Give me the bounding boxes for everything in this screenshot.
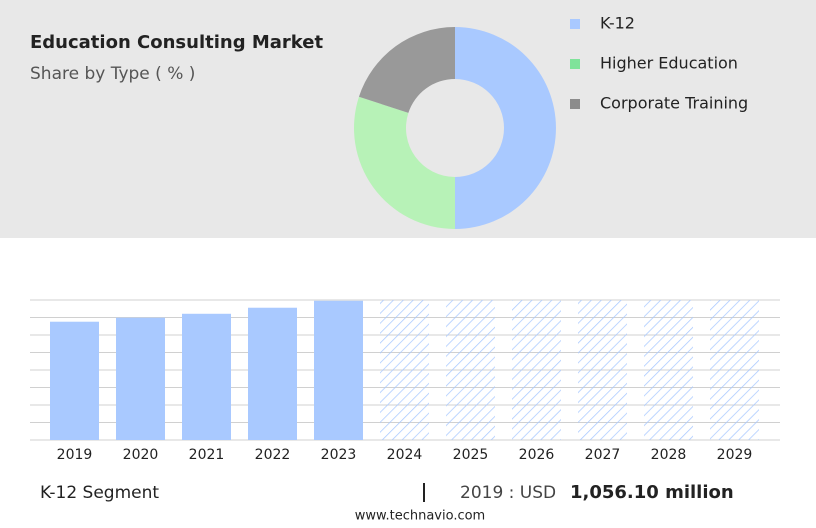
chart-subtitle: Share by Type ( % ) <box>30 64 195 84</box>
x-tick-label: 2024 <box>387 447 423 463</box>
bar <box>50 321 99 440</box>
bar <box>248 307 297 440</box>
pie-segment <box>353 96 455 230</box>
x-tick-label: 2023 <box>321 447 357 463</box>
x-tick-label: 2028 <box>651 447 687 463</box>
legend-label: Corporate Training <box>600 94 748 113</box>
x-tick-label: 2019 <box>57 447 93 463</box>
pie-segment <box>455 27 556 229</box>
forecast-placeholder <box>446 300 495 440</box>
legend-label: Higher Education <box>600 54 738 73</box>
x-tick-label: 2026 <box>519 447 555 463</box>
legend-marker <box>570 19 580 29</box>
chart-title: Education Consulting Market <box>30 32 323 53</box>
legend-marker <box>570 99 580 109</box>
bar <box>116 317 165 440</box>
legend-label: K-12 <box>600 14 635 33</box>
bar <box>314 300 363 440</box>
footer-value: 1,056.10 million <box>570 482 734 503</box>
forecast-placeholder <box>644 300 693 440</box>
forecast-placeholder <box>512 300 561 440</box>
bar <box>182 313 231 440</box>
x-tick-label: 2029 <box>717 447 753 463</box>
source: www.technavio.com <box>355 509 485 524</box>
footer-year: 2019 : USD <box>460 483 556 503</box>
x-tick-label: 2022 <box>255 447 291 463</box>
segment-label: K-12 Segment <box>40 483 159 503</box>
forecast-placeholder <box>578 300 627 440</box>
x-tick-label: 2021 <box>189 447 225 463</box>
x-tick-label: 2020 <box>123 447 159 463</box>
forecast-placeholder <box>710 300 759 440</box>
pie-segment <box>358 27 455 113</box>
x-tick-label: 2025 <box>453 447 489 463</box>
forecast-placeholder <box>380 300 429 440</box>
x-tick-label: 2027 <box>585 447 621 463</box>
legend-marker <box>570 59 580 69</box>
